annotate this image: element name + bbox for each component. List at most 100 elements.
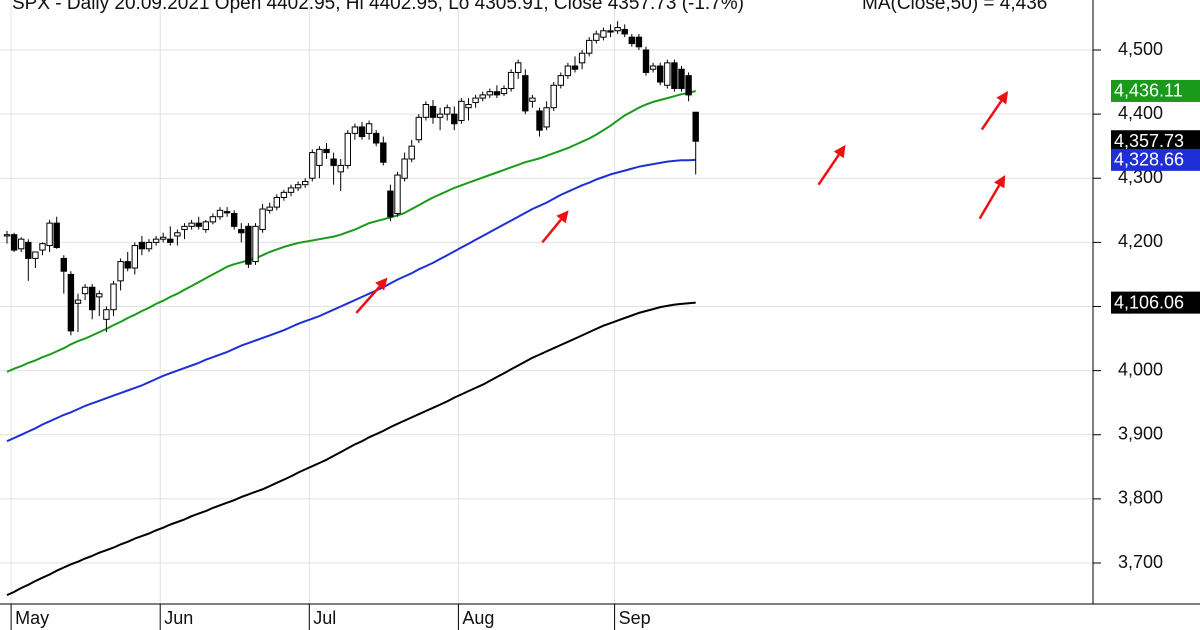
candle-body-up	[557, 75, 564, 86]
candle-body-down	[493, 91, 501, 96]
arrow-shaft	[541, 218, 562, 244]
candle-body-down	[642, 49, 650, 73]
candle-body-down	[671, 62, 678, 89]
candle	[351, 123, 359, 140]
candle	[529, 94, 536, 108]
candle	[131, 242, 139, 275]
candle	[209, 213, 217, 225]
axes	[0, 0, 1200, 605]
candle	[649, 62, 657, 73]
candle-body-down	[138, 241, 146, 250]
moving-average-lines	[6, 90, 696, 597]
ma100-line	[6, 158, 696, 443]
candle-body-down	[628, 36, 635, 45]
candle	[678, 66, 685, 92]
y-tick-label: 3,700	[1118, 552, 1163, 572]
candle	[202, 219, 210, 233]
arrow-head	[996, 91, 1009, 105]
candle-body-up	[287, 187, 295, 193]
value-tag-bg	[1111, 130, 1200, 153]
candle	[507, 69, 515, 92]
candle-body-up	[444, 107, 451, 115]
candle	[429, 100, 437, 124]
candle-body-up	[266, 206, 273, 211]
candle-body-down	[358, 126, 366, 138]
candle-body-down	[167, 238, 174, 243]
candle	[60, 255, 67, 294]
candle-body-down	[67, 273, 75, 332]
candle-body-up	[550, 84, 557, 109]
red-arrow-3	[980, 91, 1009, 131]
candle	[408, 139, 415, 163]
candle	[245, 223, 252, 269]
candle	[25, 239, 32, 281]
candle-body-up	[181, 225, 188, 231]
candle-body-up	[18, 238, 25, 250]
red-arrow-4	[978, 175, 1006, 220]
candle	[316, 146, 323, 179]
grid-lines	[0, 0, 1093, 604]
candle	[614, 21, 621, 34]
candle	[635, 33, 643, 50]
candle-body-down	[692, 111, 699, 142]
candle	[536, 107, 543, 137]
candle	[550, 82, 557, 111]
candle	[110, 280, 117, 317]
candle-body-up	[209, 216, 217, 223]
candle	[557, 72, 564, 89]
value-tag-1: 4,357.73	[1111, 130, 1200, 153]
arrow-shaft	[980, 100, 1003, 131]
candle-body-up	[422, 104, 430, 118]
candle-body-up	[216, 209, 224, 218]
arrow-head	[833, 144, 846, 159]
candle-body-down	[685, 75, 692, 96]
candle-body-down	[323, 148, 330, 154]
chart-header: SPX - Daily 20.09.2021 Open 4402.95, Hi …	[12, 0, 1047, 14]
candle-body-down	[373, 132, 380, 144]
candle	[422, 101, 430, 121]
candle-body-up	[472, 97, 479, 104]
candle-body-down	[25, 241, 32, 259]
candle-body-down	[89, 286, 96, 311]
candle-body-down	[195, 222, 202, 227]
candle	[337, 159, 344, 192]
candle-body-up	[614, 27, 621, 32]
candle	[657, 62, 664, 86]
candle-body-up	[145, 241, 153, 250]
candle	[692, 111, 699, 175]
candle	[394, 171, 401, 217]
candle	[451, 106, 458, 131]
candle	[3, 230, 11, 244]
y-tick-label: 4,300	[1118, 167, 1163, 187]
candle	[167, 226, 174, 246]
candle-body-up	[252, 225, 259, 263]
candle	[628, 33, 635, 47]
candle	[344, 130, 352, 169]
candle-body-up	[458, 100, 465, 122]
value-tag-bg	[1111, 148, 1200, 171]
candle	[444, 104, 451, 121]
value-tag-label: 4,436.11	[1114, 81, 1183, 101]
candle-body-up	[365, 123, 373, 134]
candle	[642, 46, 650, 76]
candle-body-up	[152, 238, 160, 243]
candle	[160, 232, 167, 243]
arrow-shaft	[355, 285, 381, 314]
candle	[32, 251, 39, 269]
candle-body-up	[500, 87, 508, 95]
candle	[415, 114, 423, 143]
candle-body-down	[124, 261, 131, 269]
candle	[145, 239, 153, 252]
candle	[81, 284, 89, 301]
candle	[39, 242, 46, 256]
candle-body-down	[245, 225, 252, 265]
candle-body-up	[103, 309, 110, 320]
candles	[3, 21, 699, 336]
annotation-arrows	[355, 91, 1009, 314]
candle	[174, 229, 181, 246]
candle-body-up	[110, 283, 117, 311]
candle	[266, 202, 273, 214]
x-axis-ticks: May Jun Jul Aug Sep	[10, 604, 651, 630]
ma200-line	[6, 301, 696, 597]
